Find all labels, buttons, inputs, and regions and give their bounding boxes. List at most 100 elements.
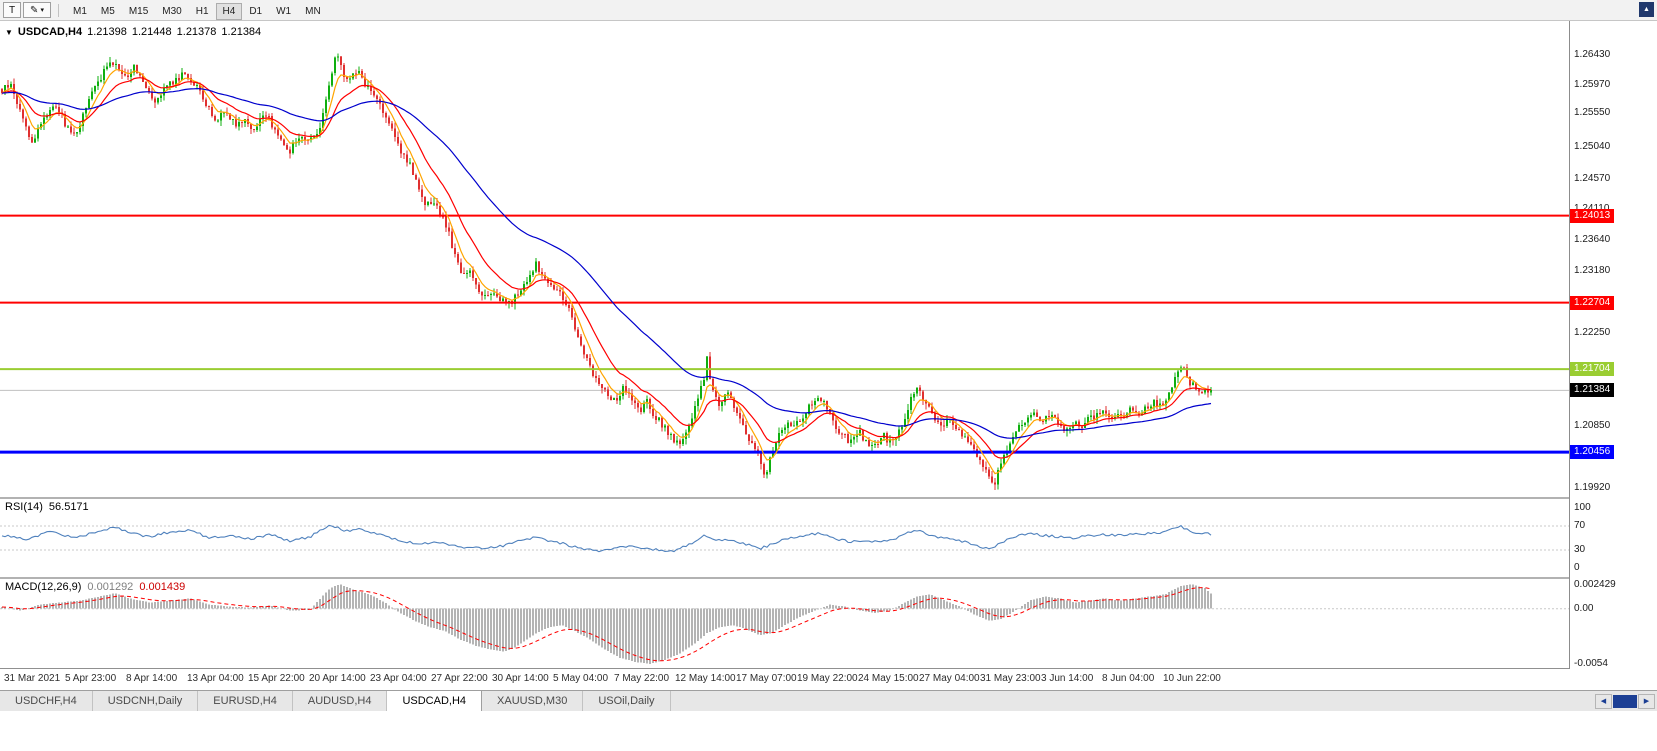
rsi-value: 56.5171 xyxy=(48,501,89,513)
tf-button-h1[interactable]: H1 xyxy=(189,3,216,20)
macd-panel-canvas[interactable] xyxy=(0,579,1569,668)
tab-scroll-left-button[interactable]: ◀ xyxy=(1595,693,1612,709)
time-axis-label: 5 Apr 23:00 xyxy=(65,673,117,684)
chart-tab-usdcad-h4[interactable]: USDCAD,H4 xyxy=(387,691,483,711)
tf-button-w1[interactable]: W1 xyxy=(269,3,298,20)
rsi-name: RSI(14) xyxy=(5,501,43,513)
low-price: 1.21378 xyxy=(176,26,217,38)
time-axis-label: 27 May 04:00 xyxy=(919,673,980,684)
time-axis-label: 10 Jun 22:00 xyxy=(1163,673,1221,684)
time-axis-label: 8 Jun 04:00 xyxy=(1102,673,1155,684)
tf-button-d1[interactable]: D1 xyxy=(242,3,269,20)
pencil-icon: ✎ xyxy=(30,4,39,16)
symbol-timeframe-label: USDCAD,H4 xyxy=(17,26,83,38)
collapse-arrow-icon[interactable]: ▼ xyxy=(5,27,13,37)
price-axis[interactable]: 1.264301.259701.255501.250401.245701.241… xyxy=(1569,21,1657,669)
candles-layer xyxy=(1,53,1212,490)
tab-scrollbar-thumb[interactable] xyxy=(1613,694,1637,708)
tf-button-m5[interactable]: M5 xyxy=(94,3,122,20)
rsi-axis-label: 0 xyxy=(1574,562,1580,573)
macd-signal-value: 0.001439 xyxy=(139,581,186,593)
time-axis-label: 31 Mar 2021 xyxy=(4,673,61,684)
draw-tool-button[interactable]: ✎ ▾ xyxy=(23,2,51,18)
macd-indicator-label: MACD(12,26,9) 0.001292 0.001439 xyxy=(5,581,185,593)
chart-tab-bar: USDCHF,H4 USDCNH,Daily EURUSD,H4 AUDUSD,H4 U… xyxy=(0,690,1657,711)
price-axis-label: 1.25970 xyxy=(1574,79,1611,91)
time-axis-label: 7 May 22:00 xyxy=(614,673,670,684)
tf-button-m15[interactable]: M15 xyxy=(122,3,155,20)
time-axis-label: 27 Apr 22:00 xyxy=(431,673,488,684)
price-axis-label: 1.26430 xyxy=(1574,48,1611,60)
time-axis-label: 31 May 23:00 xyxy=(980,673,1041,684)
price-line-badge: 1.20456 xyxy=(1570,445,1615,460)
time-axis-label: 8 Apr 14:00 xyxy=(126,673,178,684)
rsi-indicator-label: RSI(14) 56.5171 xyxy=(5,501,89,513)
price-line-badge: 1.24013 xyxy=(1570,208,1615,223)
chart-tab-eurusd-h4[interactable]: EURUSD,H4 xyxy=(198,691,293,711)
time-axis-label: 5 May 04:00 xyxy=(553,673,609,684)
price-axis-label: 1.23640 xyxy=(1574,234,1611,246)
time-axis-label: 13 Apr 04:00 xyxy=(187,673,244,684)
chart-tab-usdchf-h4[interactable]: USDCHF,H4 xyxy=(0,691,93,711)
time-axis-label: 12 May 14:00 xyxy=(675,673,736,684)
macd-axis-label: 0.002429 xyxy=(1574,579,1616,590)
tab-scrollbar: ◀ ▶ xyxy=(1595,691,1657,711)
toolbar-separator xyxy=(58,3,59,17)
time-axis[interactable]: 31 Mar 2021 5 Apr 23:00 8 Apr 14:00 13 Apr … xyxy=(0,669,1657,690)
tf-button-h4[interactable]: H4 xyxy=(215,2,243,20)
time-axis-label: 20 Apr 14:00 xyxy=(309,673,366,684)
chevron-down-icon: ▾ xyxy=(40,7,44,14)
open-price: 1.21398 xyxy=(87,26,127,38)
price-line-badge: 1.22704 xyxy=(1570,295,1615,310)
macd-axis-label: -0.0054 xyxy=(1574,657,1608,669)
chart-tabs: USDCHF,H4 USDCNH,Daily EURUSD,H4 AUDUSD,H4 U… xyxy=(0,691,671,711)
time-axis-label: 15 Apr 22:00 xyxy=(248,673,305,684)
time-axis-label: 19 May 22:00 xyxy=(797,673,858,684)
close-price: 1.21384 xyxy=(221,26,262,38)
time-axis-label: 3 Jun 14:00 xyxy=(1041,673,1094,684)
macd-axis-label: 0.00 xyxy=(1574,602,1594,614)
macd-main-value: 0.001292 xyxy=(87,581,134,593)
price-line-badge: 1.21704 xyxy=(1570,362,1615,377)
time-axis-label: 24 May 15:00 xyxy=(858,673,919,684)
left-arrow-icon: ◀ xyxy=(1600,698,1607,705)
macd-name: MACD(12,26,9) xyxy=(5,581,82,593)
price-line-badge: 1.21384 xyxy=(1570,383,1615,398)
chart-tab-audusd-h4[interactable]: AUDUSD,H4 xyxy=(292,691,388,711)
high-price: 1.21448 xyxy=(131,26,172,38)
chart-tab-usoil-daily[interactable]: USOil,Daily xyxy=(583,691,671,711)
right-arrow-icon: ▶ xyxy=(1643,698,1650,705)
time-axis-label: 17 May 07:00 xyxy=(736,673,797,684)
chart-title: ▼ USDCAD,H4 1.21398 1.21448 1.21378 1.21… xyxy=(5,26,261,38)
chart-tab-xauusd-m30[interactable]: XAUUSD,M30 xyxy=(482,691,584,711)
tab-scroll-right-button[interactable]: ▶ xyxy=(1638,693,1655,709)
tf-button-m30[interactable]: M30 xyxy=(155,3,188,20)
rsi-axis-label: 30 xyxy=(1574,544,1586,555)
tf-button-mn[interactable]: MN xyxy=(298,3,328,20)
timeframe-button-group: M1 M5 M15 M30 H1 H4 D1 W1 MN xyxy=(66,1,328,20)
panel-splitter[interactable] xyxy=(0,577,1657,579)
price-axis-label: 1.20850 xyxy=(1574,419,1611,431)
rsi-panel-canvas[interactable] xyxy=(0,499,1569,577)
price-axis-label: 1.19920 xyxy=(1574,481,1611,493)
macd-histogram xyxy=(1,584,1212,664)
tf-button-m1[interactable]: M1 xyxy=(66,3,94,20)
panel-splitter[interactable] xyxy=(0,668,1657,669)
toolbar: T ✎ ▾ M1 M5 M15 M30 H1 H4 D1 W1 MN ▲ xyxy=(0,0,1657,21)
up-arrow-icon: ▲ xyxy=(1643,6,1650,13)
time-axis-label: 30 Apr 14:00 xyxy=(492,673,549,684)
scroll-up-button[interactable]: ▲ xyxy=(1639,2,1654,17)
panel-splitter[interactable] xyxy=(0,497,1657,499)
time-axis-label: 23 Apr 04:00 xyxy=(370,673,427,684)
price-axis-label: 1.25550 xyxy=(1574,107,1611,119)
rsi-axis-label: 100 xyxy=(1574,502,1591,513)
chart-tab-usdcnh-daily[interactable]: USDCNH,Daily xyxy=(92,691,199,711)
price-chart-canvas[interactable] xyxy=(0,21,1569,497)
price-axis-label: 1.25040 xyxy=(1574,141,1611,153)
chart-toolbar-button[interactable]: T xyxy=(3,2,21,18)
price-axis-label: 1.24570 xyxy=(1574,172,1611,184)
rsi-axis-label: 70 xyxy=(1574,520,1586,531)
price-axis-label: 1.22250 xyxy=(1574,326,1611,338)
price-axis-label: 1.23180 xyxy=(1574,264,1611,276)
